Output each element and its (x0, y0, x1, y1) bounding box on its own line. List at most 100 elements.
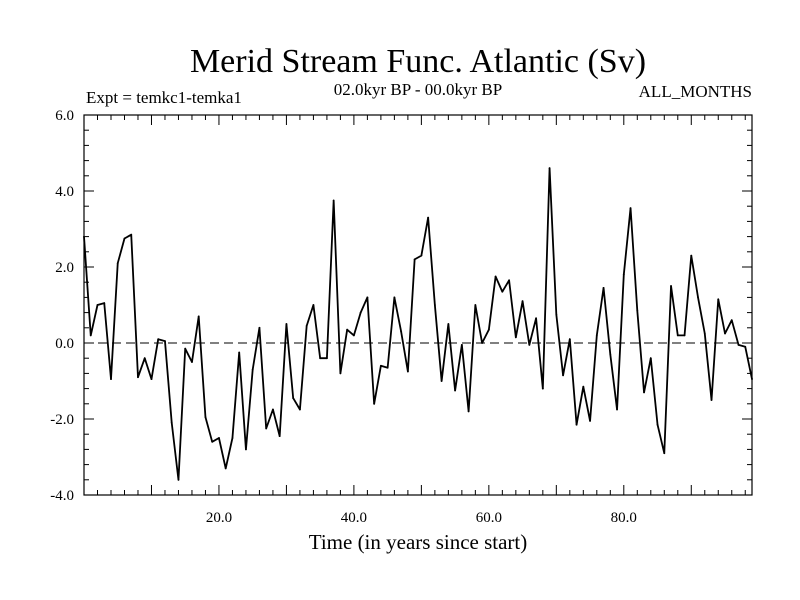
data-point (440, 380, 443, 382)
data-point (656, 423, 659, 426)
data-point (676, 334, 679, 337)
data-point (366, 296, 369, 299)
data-point (123, 237, 126, 240)
data-point (245, 448, 247, 451)
data-point (305, 325, 308, 327)
data-point (177, 478, 180, 481)
y-tick-label: 2.0 (55, 260, 74, 276)
data-point (528, 344, 531, 346)
data-point (501, 290, 504, 293)
data-point (460, 344, 463, 346)
data-point (521, 300, 524, 303)
data-point (710, 399, 713, 401)
data-point (454, 389, 457, 392)
x-tick-label: 40.0 (341, 510, 367, 526)
season-label: ALL_MONTHS (639, 82, 752, 101)
data-point (609, 353, 612, 356)
data-point (211, 440, 214, 443)
data-point (602, 287, 605, 289)
series-points (83, 167, 753, 481)
data-point (420, 254, 423, 257)
period-label: 02.0kyr BP - 00.0kyr BP (334, 80, 502, 99)
data-point (272, 408, 274, 411)
data-point (548, 167, 551, 170)
x-tick-label: 80.0 (611, 510, 637, 526)
data-point (508, 279, 510, 282)
data-point (231, 437, 234, 439)
data-point (184, 347, 187, 350)
data-point (319, 357, 322, 360)
x-tick-label: 60.0 (476, 510, 502, 526)
plot-frame (83, 114, 753, 496)
data-point (150, 378, 153, 380)
data-point (514, 336, 517, 339)
data-point (433, 304, 436, 306)
data-point (393, 296, 396, 299)
axis-tick-labels: 20.0 40.0 60.0 80.0 -4.0 -2.0 0.0 2.0 4.0 6.0 (50, 108, 637, 526)
data-point (541, 387, 544, 390)
data-point (326, 357, 328, 360)
data-point (265, 427, 268, 430)
data-point (481, 342, 484, 344)
data-point (535, 317, 537, 320)
data-point (143, 357, 146, 360)
data-point (724, 332, 726, 335)
data-point (278, 435, 281, 437)
data-point (258, 326, 261, 329)
data-point (400, 330, 403, 333)
data-point (575, 423, 578, 426)
data-point (89, 334, 92, 337)
data-point (285, 323, 288, 325)
data-point (636, 309, 639, 312)
data-point (191, 361, 193, 363)
data-point (663, 452, 666, 455)
data-point (386, 366, 389, 369)
data-point (224, 467, 227, 470)
data-point (346, 328, 349, 331)
data-point (157, 338, 160, 341)
data-point (251, 368, 254, 371)
data-point (170, 421, 173, 424)
data-point (555, 313, 558, 316)
y-tick-label: -4.0 (50, 488, 74, 504)
data-point (292, 397, 295, 399)
data-point (204, 416, 207, 418)
data-point (130, 233, 133, 236)
data-point (238, 351, 241, 354)
y-tick-label: 4.0 (55, 184, 74, 200)
data-point (595, 334, 598, 337)
data-point (568, 338, 571, 341)
data-point (697, 296, 699, 299)
data-point (670, 285, 672, 287)
x-axis-title: Time (in years since start) (309, 530, 528, 554)
data-point (690, 254, 693, 257)
experiment-label: Expt = temkc1-temka1 (86, 88, 242, 107)
data-point (339, 372, 342, 375)
data-point (218, 437, 220, 439)
data-point (494, 275, 497, 278)
data-point (730, 319, 733, 322)
data-point (312, 304, 315, 306)
data-point (717, 298, 720, 301)
data-point (103, 302, 106, 304)
data-point (616, 408, 618, 411)
data-point (447, 323, 450, 325)
data-point (622, 273, 625, 276)
x-tick-label: 20.0 (206, 510, 232, 526)
data-point (379, 364, 382, 367)
data-point (406, 370, 409, 373)
data-point (96, 304, 99, 306)
data-point (744, 345, 747, 348)
y-tick-label: -2.0 (50, 412, 74, 428)
data-point (197, 315, 200, 318)
data-point (683, 334, 686, 337)
data-point (487, 328, 490, 331)
data-point (137, 376, 139, 379)
data-point (703, 332, 706, 335)
data-point (332, 199, 335, 202)
y-tick-label: 0.0 (55, 336, 74, 352)
data-point (582, 385, 585, 388)
data-point (110, 378, 112, 380)
data-point (352, 334, 355, 337)
